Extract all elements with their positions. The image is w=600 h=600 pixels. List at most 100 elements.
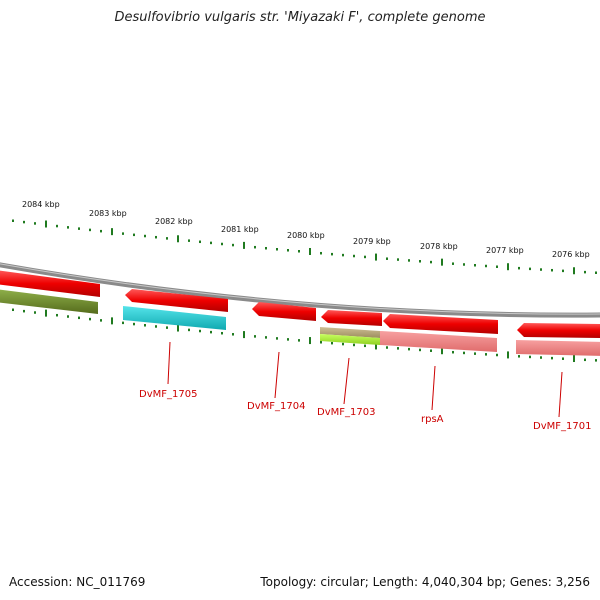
gene-track-forward xyxy=(0,270,600,338)
minor-tick xyxy=(199,240,201,244)
major-tick xyxy=(177,235,179,243)
minor-tick xyxy=(144,234,146,238)
minor-tick xyxy=(23,309,25,313)
minor-tick xyxy=(155,325,157,328)
minor-tick xyxy=(133,322,135,326)
kbp-label: 2080 kbp xyxy=(287,231,325,240)
major-tick xyxy=(507,351,509,359)
minor-tick xyxy=(408,347,410,351)
major-tick xyxy=(573,267,575,275)
gene-label-dvmf1703[interactable]: DvMF_1703 xyxy=(317,407,375,418)
kbp-label: 2077 kbp xyxy=(486,246,524,255)
kbp-label: 2081 kbp xyxy=(221,225,259,234)
minor-tick xyxy=(232,333,234,336)
gene-arrow[interactable] xyxy=(125,289,228,312)
minor-tick xyxy=(331,252,333,256)
kbp-label: 2076 kbp xyxy=(552,250,590,259)
kbp-label: 2084 kbp xyxy=(22,200,60,209)
major-tick xyxy=(309,337,311,345)
accession-text: Accession: NC_011769 xyxy=(9,575,146,589)
gene-label-rpsa[interactable]: rpsA xyxy=(421,414,444,425)
kbp-label: 2078 kbp xyxy=(420,242,458,251)
major-tick xyxy=(177,324,179,332)
major-tick xyxy=(111,228,113,236)
minor-tick xyxy=(23,220,25,224)
major-tick xyxy=(111,317,113,325)
minor-tick xyxy=(221,331,223,335)
minor-tick xyxy=(122,232,124,235)
cog-block-salmon xyxy=(380,331,497,352)
major-tick xyxy=(45,309,47,317)
minor-tick xyxy=(364,255,366,259)
minor-tick xyxy=(485,264,487,268)
minor-tick xyxy=(56,313,58,317)
minor-tick xyxy=(386,346,388,349)
gene-leaders xyxy=(167,341,563,418)
kbp-label: 2079 kbp xyxy=(353,237,391,246)
kbp-label: 2082 kbp xyxy=(155,217,193,226)
minor-tick xyxy=(320,340,322,344)
minor-tick xyxy=(320,251,322,255)
minor-tick xyxy=(463,351,465,355)
minor-tick xyxy=(78,316,80,320)
minor-tick xyxy=(452,350,454,354)
minor-tick xyxy=(430,260,432,264)
minor-tick xyxy=(353,254,355,258)
minor-tick xyxy=(584,270,586,274)
gene-arrow[interactable] xyxy=(321,310,382,326)
minor-tick xyxy=(210,241,212,245)
minor-tick xyxy=(386,257,388,260)
minor-tick xyxy=(232,243,234,247)
minor-tick xyxy=(144,324,146,327)
major-tick xyxy=(243,241,245,249)
genome-title: Desulfovibrio vulgaris str. 'Miyazaki F'… xyxy=(114,10,486,25)
gene-arrow[interactable] xyxy=(517,323,600,338)
minor-tick xyxy=(89,317,91,321)
minor-tick xyxy=(133,233,135,237)
minor-tick xyxy=(463,263,465,266)
gene-label-dvmf1701[interactable]: DvMF_1701 xyxy=(533,421,591,432)
major-tick xyxy=(375,253,377,261)
minor-tick xyxy=(584,358,586,362)
cog-block-lime xyxy=(320,334,380,345)
genome-summary-text: Topology: circular; Length: 4,040,304 bp… xyxy=(260,575,590,589)
minor-tick xyxy=(12,308,14,312)
minor-tick xyxy=(67,226,69,229)
minor-tick xyxy=(56,224,58,228)
minor-tick xyxy=(12,219,14,222)
gene-arrow[interactable] xyxy=(0,270,100,297)
minor-tick xyxy=(342,342,344,346)
minor-tick xyxy=(342,253,344,257)
minor-tick xyxy=(254,245,256,249)
cog-block-cyan xyxy=(123,306,226,330)
minor-tick xyxy=(595,359,597,362)
major-tick xyxy=(243,331,245,339)
minor-tick xyxy=(551,356,553,360)
minor-tick xyxy=(397,347,399,350)
gene-label-dvmf1704[interactable]: DvMF_1704 xyxy=(247,401,305,412)
minor-tick xyxy=(485,353,487,356)
major-tick xyxy=(573,355,575,363)
cog-block-olive xyxy=(0,289,98,314)
minor-tick xyxy=(529,267,531,271)
minor-tick xyxy=(474,352,476,355)
minor-tick xyxy=(188,328,190,332)
minor-tick xyxy=(518,266,520,270)
minor-tick xyxy=(155,235,157,239)
minor-tick xyxy=(419,260,421,263)
minor-tick xyxy=(188,239,190,242)
cog-block-salmon xyxy=(516,340,600,356)
minor-tick xyxy=(595,271,597,274)
gene-arrow[interactable] xyxy=(383,314,498,334)
minor-tick xyxy=(331,341,333,345)
gene-track-cog xyxy=(0,289,600,356)
gene-label-dvmf1705[interactable]: DvMF_1705 xyxy=(139,389,197,400)
minor-tick xyxy=(166,326,168,329)
inner-scale-ticks xyxy=(12,308,597,363)
minor-tick xyxy=(540,356,542,359)
gene-arrow[interactable] xyxy=(252,302,316,321)
major-tick xyxy=(441,347,443,355)
minor-tick xyxy=(298,250,300,253)
kbp-label: 2083 kbp xyxy=(89,209,127,218)
